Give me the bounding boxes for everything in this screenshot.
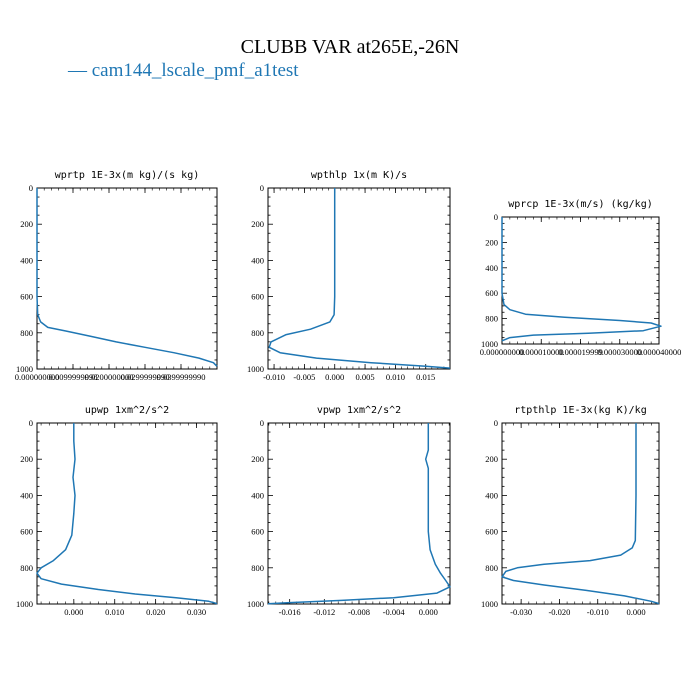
panel-title: rtpthlp 1E-3x(kg K)/kg bbox=[514, 405, 646, 416]
x-tick-label: 0.000 bbox=[64, 607, 83, 617]
y-tick-label: 800 bbox=[251, 328, 264, 338]
panel-2: wpthlp 1x(m K)/s 0 200 400 600 800 1000-0.010-… bbox=[247, 170, 451, 382]
x-tick-label: 0.0200000000 bbox=[85, 372, 134, 382]
y-tick-label: 600 bbox=[485, 527, 498, 537]
y-tick-label: 800 bbox=[485, 314, 498, 324]
y-tick-label: 800 bbox=[20, 563, 33, 573]
legend-line-icon: — bbox=[68, 60, 92, 81]
y-tick-label: 600 bbox=[251, 292, 264, 302]
panel-title: upwp 1xm^2/s^2 bbox=[85, 405, 169, 416]
y-tick-label: 0 bbox=[260, 183, 264, 193]
x-tick-label: 0.000010000 bbox=[519, 347, 564, 357]
y-tick-label: 200 bbox=[485, 237, 498, 247]
plot-frame bbox=[501, 216, 660, 345]
panel-title: vpwp 1xm^2/s^2 bbox=[317, 405, 401, 416]
x-tick-label: 0.010 bbox=[105, 607, 124, 617]
y-tick-label: 1000 bbox=[247, 599, 264, 609]
y-tick-label: 400 bbox=[485, 490, 498, 500]
y-tick-label: 0 bbox=[494, 418, 498, 428]
plot-frame bbox=[36, 187, 218, 370]
y-tick-label: 200 bbox=[251, 454, 264, 464]
x-tick-label: 0.030 bbox=[187, 607, 206, 617]
x-tick-label: -0.010 bbox=[263, 372, 285, 382]
y-tick-label: 400 bbox=[485, 263, 498, 273]
x-tick-label: 0.010 bbox=[386, 372, 405, 382]
panel-title: wpthlp 1x(m K)/s bbox=[311, 170, 407, 181]
y-tick-label: 1000 bbox=[481, 339, 498, 349]
y-tick-label: 200 bbox=[485, 454, 498, 464]
panel-6: rtpthlp 1E-3x(kg K)/kg 0 200 400 600 800 1000 -… bbox=[481, 405, 660, 617]
y-tick-label: 1000 bbox=[481, 599, 498, 609]
panel-1: wprtp 1E-3x(m kg)/(s kg) 0 200 400 600 800 100… bbox=[15, 170, 218, 382]
x-tick-label: 0.000030000 bbox=[597, 347, 642, 357]
x-tick-label: -0.030 bbox=[510, 607, 532, 617]
y-tick-label: 400 bbox=[20, 490, 33, 500]
x-tick-label: 0.000 bbox=[626, 607, 645, 617]
panel-title: wprcp 1E-3x(m/s) (kg/kg) bbox=[508, 199, 653, 210]
x-tick-label: 0.0399999990 bbox=[157, 372, 206, 382]
y-tick-label: 400 bbox=[251, 255, 264, 265]
y-tick-label: 1000 bbox=[247, 364, 264, 374]
x-tick-label: 0.020 bbox=[146, 607, 165, 617]
x-tick-label: 0.000 bbox=[419, 607, 438, 617]
x-tick-label: 0.000000000 bbox=[15, 372, 60, 382]
panel-4: upwp 1xm^2/s^2 0 200 400 600 800 1000 0.000 0.01… bbox=[16, 405, 218, 617]
y-tick-label: 200 bbox=[20, 454, 33, 464]
series-line bbox=[36, 423, 218, 605]
plot-frame bbox=[267, 187, 451, 370]
series-line bbox=[36, 188, 218, 367]
y-tick-label: 800 bbox=[485, 563, 498, 573]
y-tick-label: 400 bbox=[20, 255, 33, 265]
legend-entry: — cam144_lscale_pmf_a1test bbox=[68, 60, 299, 82]
x-tick-label: -0.008 bbox=[348, 607, 370, 617]
y-tick-label: 600 bbox=[485, 288, 498, 298]
x-tick-label: 0.000019999 bbox=[558, 347, 603, 357]
x-tick-label: 0.000040000 bbox=[637, 347, 682, 357]
legend-label: cam144_lscale_pmf_a1test bbox=[91, 60, 299, 81]
x-tick-label: 0.000000000 bbox=[480, 347, 525, 357]
panel-3: wprcp 1E-3x(m/s) (kg/kg) 0 200 400 600 800 100… bbox=[480, 199, 682, 357]
y-tick-label: 1000 bbox=[16, 364, 33, 374]
x-tick-label: -0.005 bbox=[293, 372, 315, 382]
panel-5: vpwp 1xm^2/s^2 0 200 400 600 800 1000 -0.016 -0.… bbox=[247, 405, 451, 617]
y-tick-label: 0 bbox=[29, 183, 33, 193]
y-tick-label: 800 bbox=[20, 328, 33, 338]
y-tick-label: 600 bbox=[20, 292, 33, 302]
x-tick-label: -0.016 bbox=[279, 607, 301, 617]
y-tick-label: 200 bbox=[20, 219, 33, 229]
x-tick-label: 0.0099999998 bbox=[49, 372, 98, 382]
series-line bbox=[501, 423, 660, 605]
x-tick-label: -0.004 bbox=[383, 607, 406, 617]
x-tick-label: -0.012 bbox=[313, 607, 335, 617]
plot-frame bbox=[267, 422, 451, 605]
x-tick-label: 0.000 bbox=[325, 372, 344, 382]
x-tick-label: -0.020 bbox=[548, 607, 570, 617]
plot-frame bbox=[36, 422, 218, 605]
y-tick-label: 200 bbox=[251, 219, 264, 229]
figure-title: CLUBB VAR at265E,-26N bbox=[240, 36, 460, 58]
y-tick-label: 0 bbox=[494, 212, 498, 222]
y-tick-label: 600 bbox=[251, 527, 264, 537]
y-tick-label: 800 bbox=[251, 563, 264, 573]
x-tick-label: 0.0299999990 bbox=[121, 372, 170, 382]
panel-title: wprtp 1E-3x(m kg)/(s kg) bbox=[55, 170, 200, 181]
series-line bbox=[268, 188, 451, 369]
y-tick-label: 600 bbox=[20, 527, 33, 537]
y-tick-label: 1000 bbox=[16, 599, 33, 609]
series-line bbox=[267, 423, 451, 605]
y-tick-label: 0 bbox=[29, 418, 33, 428]
y-tick-label: 0 bbox=[260, 418, 264, 428]
x-tick-label: 0.015 bbox=[416, 372, 435, 382]
x-tick-label: 0.005 bbox=[356, 372, 375, 382]
series-line bbox=[501, 217, 662, 342]
y-tick-label: 400 bbox=[251, 490, 264, 500]
x-tick-label: -0.010 bbox=[587, 607, 609, 617]
